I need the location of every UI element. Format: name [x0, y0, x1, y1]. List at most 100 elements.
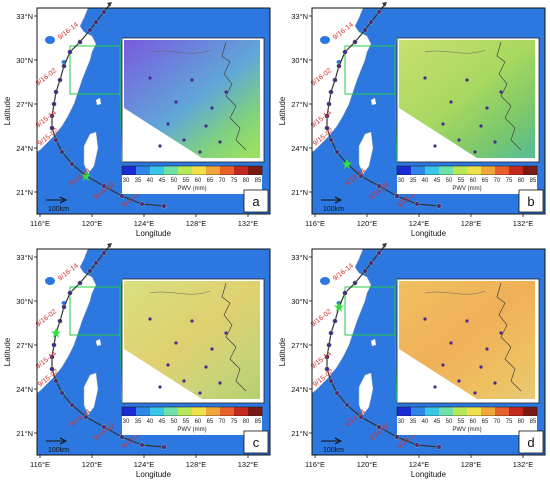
scale-bar-label: 100km	[323, 447, 344, 454]
track-point	[101, 183, 107, 189]
colorbar-tick-label: 40	[422, 419, 429, 425]
colorbar-swatch	[164, 407, 179, 416]
map-frame	[311, 7, 546, 215]
gnss-station	[174, 100, 178, 104]
colorbar-tick-label: 75	[506, 419, 513, 425]
gnss-station	[148, 76, 152, 80]
track-point	[93, 260, 99, 266]
map-frame	[311, 248, 546, 456]
track-point	[358, 173, 364, 179]
colorbar-swatch	[411, 166, 426, 175]
inset-connector	[119, 278, 123, 288]
gnss-station	[158, 144, 162, 148]
colorbar-tick-label: 70	[494, 419, 501, 425]
y-axis-label: Latitude	[3, 96, 12, 125]
colorbar-swatch	[439, 166, 454, 175]
gnss-station	[218, 140, 222, 144]
y-tick-label: 33°N	[291, 253, 308, 262]
gnss-station	[158, 385, 162, 389]
map-c: 9/16-149/16-029/15-149/15-029/14-149/14-…	[3, 243, 271, 479]
colorbar-swatch	[122, 166, 137, 175]
x-tick-label: 124°E	[134, 460, 155, 469]
colorbar-swatch	[192, 166, 207, 175]
panel-letter: a	[252, 194, 260, 209]
gnss-station	[433, 144, 437, 148]
panel-letter-box	[243, 189, 269, 213]
track-point	[93, 19, 99, 25]
gnss-station	[198, 150, 202, 154]
study-area-box	[344, 286, 396, 336]
colorbar-swatch	[467, 407, 482, 416]
colorbar-tick-label: 60	[195, 178, 202, 184]
x-tick-label: 132°E	[238, 460, 259, 469]
colorbar-tick-label: 80	[518, 419, 525, 425]
track-point	[161, 203, 167, 209]
colorbar-tick-label: 70	[219, 178, 226, 184]
colorbar-tick-label: 70	[494, 178, 501, 184]
colorbar-swatch	[425, 166, 440, 175]
colorbar-tick-label: 60	[470, 178, 477, 184]
track-point	[414, 201, 420, 207]
panel-a: 9/16-14 9/16-02 9/15-14 9/15-02 9/14-14 9/14-…	[0, 0, 275, 240]
colorbar-tick-label: 30	[123, 419, 130, 425]
gnss-station	[204, 124, 208, 128]
y-tick-label: 33°N	[16, 253, 33, 262]
track-point	[436, 203, 442, 209]
gnss-station	[479, 124, 483, 128]
gnss-station	[473, 150, 477, 154]
current-position-star	[334, 302, 344, 312]
colorbar-swatch	[178, 166, 193, 175]
gnss-station	[423, 76, 427, 80]
panel-letter-box	[518, 430, 544, 454]
x-tick-label: 120°E	[357, 219, 378, 228]
track-point	[69, 402, 75, 408]
track-point	[368, 19, 374, 25]
track-point	[328, 330, 334, 336]
colorbar-swatch	[136, 166, 151, 175]
y-tick-label: 30°N	[16, 56, 33, 65]
gnss-station	[224, 90, 228, 94]
inset-connector	[394, 278, 398, 288]
x-tick-label: 120°E	[82, 219, 103, 228]
colorbar-tick-label: 55	[183, 419, 190, 425]
track-point	[352, 39, 358, 45]
colorbar-tick-label: 75	[231, 178, 238, 184]
colorbar-swatch	[150, 166, 165, 175]
track-point	[101, 424, 107, 430]
map-frame	[36, 7, 271, 215]
colorbar-label-bg	[397, 175, 537, 194]
track-point	[61, 63, 67, 69]
small-island	[371, 98, 376, 105]
current-position-star	[81, 171, 91, 181]
track-point	[57, 318, 63, 324]
x-tick-label: 132°E	[513, 219, 534, 228]
track-point	[61, 304, 67, 310]
inset-connector	[394, 93, 398, 163]
track-point	[352, 280, 358, 286]
y-tick-label: 33°N	[291, 12, 308, 21]
colorbar-tick-label: 30	[398, 178, 405, 184]
track-point	[119, 193, 125, 199]
track-point	[49, 113, 55, 119]
track-point	[332, 318, 338, 324]
colorbar-tick-label: 60	[470, 419, 477, 425]
study-area-box	[69, 286, 121, 336]
colorbar-swatch	[481, 407, 496, 416]
x-axis-label: Longitude	[136, 229, 172, 238]
gnss-station	[485, 347, 489, 351]
inset-river	[149, 49, 211, 54]
colorbar-swatch	[495, 407, 510, 416]
colorbar-tick-label: 85	[530, 178, 537, 184]
x-tick-label: 128°E	[186, 219, 207, 228]
colorbar-label: PWV (mm)	[452, 186, 481, 192]
y-tick-label: 27°N	[291, 341, 308, 350]
colorbar-swatch	[136, 407, 151, 416]
panel-c: 9/16-14 9/16-02 9/15-14 9/15-02 9/14-14 9/14-…	[0, 241, 275, 481]
panel-b: 9/16-14 9/16-02 9/15-14 9/15-02 9/14-14 9/14-…	[275, 0, 550, 240]
track-point	[53, 89, 59, 95]
lake	[320, 36, 330, 44]
inset-coastline	[496, 282, 522, 392]
colorbar-swatch	[206, 166, 221, 175]
inset-connector	[394, 334, 398, 404]
map-d: 9/16-149/16-029/15-149/15-029/14-149/14-…	[278, 243, 546, 479]
